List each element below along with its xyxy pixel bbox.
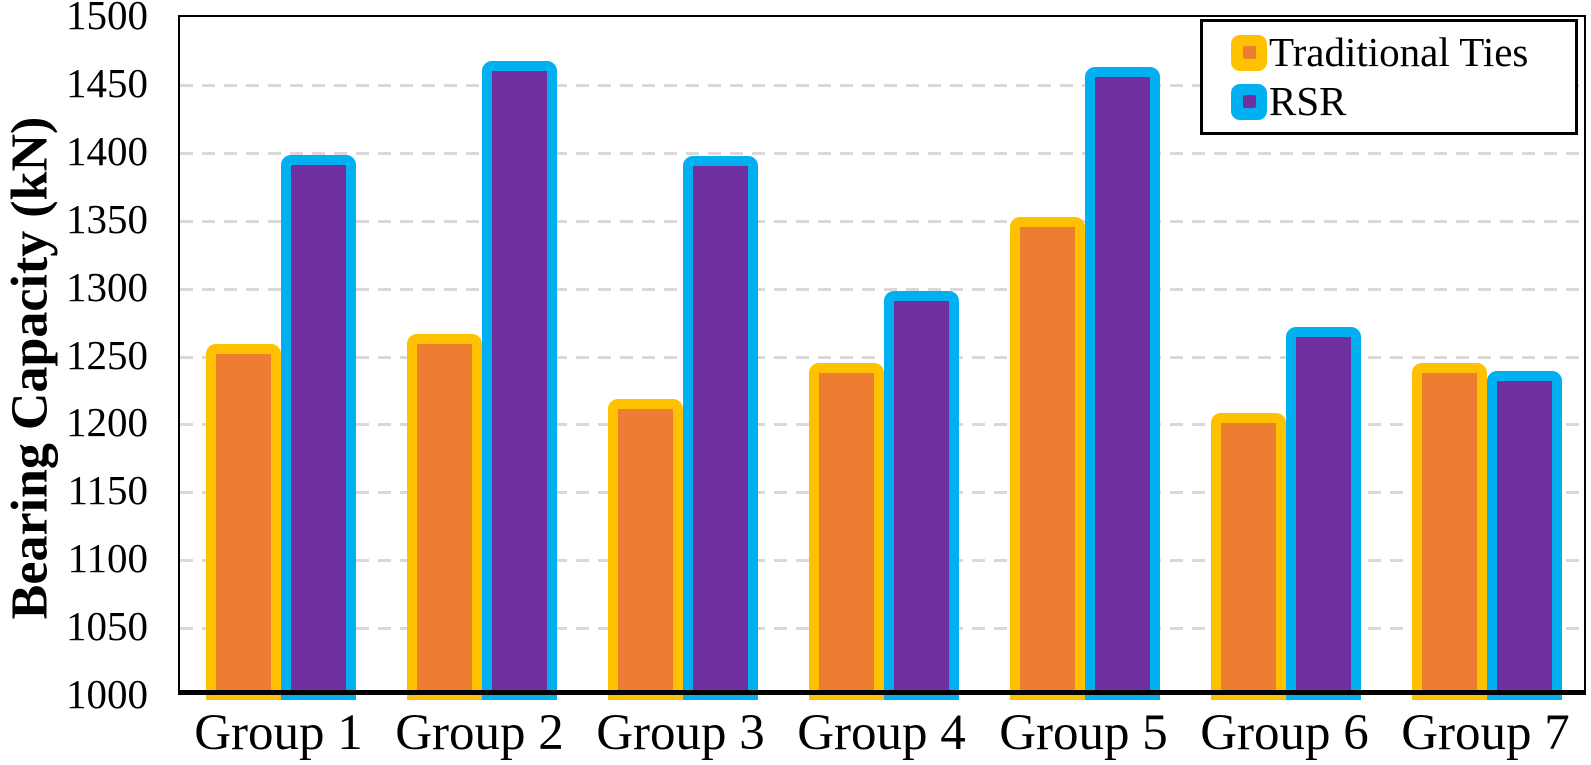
bar-traditional-ties-group-3	[608, 399, 683, 700]
bar-traditional-ties-group-4	[809, 363, 884, 700]
bar-rsr-group-4	[884, 291, 959, 700]
y-tick-label: 1300	[66, 264, 148, 310]
y-tick-label: 1400	[66, 128, 148, 174]
x-label-group-1: Group 1	[194, 705, 363, 761]
y-tick-label: 1050	[66, 603, 148, 649]
y-tick-label: 1100	[67, 535, 148, 581]
legend: Traditional Ties RSR	[1200, 19, 1578, 135]
legend-item-traditional-ties: Traditional Ties	[1231, 32, 1575, 73]
y-tick-label: 1250	[66, 332, 148, 378]
bar-rsr-group-6	[1286, 327, 1361, 700]
x-label-group-5: Group 5	[999, 705, 1168, 761]
bar-rsr-group-1	[281, 155, 356, 700]
bar-traditional-ties-group-2	[407, 334, 482, 700]
bar-traditional-ties-group-6	[1211, 413, 1286, 700]
traditional-ties-swatch-fill	[1242, 46, 1256, 59]
y-tick-label: 1450	[66, 60, 148, 106]
y-tick-label: 1350	[66, 196, 148, 242]
x-label-group-4: Group 4	[797, 705, 966, 761]
traditional-ties-swatch-icon	[1231, 34, 1267, 71]
gridline	[180, 83, 1584, 87]
bar-rsr-group-7	[1487, 371, 1562, 700]
x-axis-line	[178, 690, 1586, 695]
rsr-swatch-icon	[1231, 83, 1267, 120]
legend-label-traditional-ties: Traditional Ties	[1269, 29, 1529, 75]
y-tick-label: 1000	[66, 671, 148, 717]
gridline	[180, 287, 1584, 291]
legend-label-rsr: RSR	[1269, 78, 1347, 124]
y-tick-label: 1200	[66, 399, 148, 445]
x-label-group-7: Group 7	[1401, 705, 1570, 761]
legend-item-rsr: RSR	[1231, 81, 1575, 122]
x-label-group-6: Group 6	[1200, 705, 1369, 761]
bar-traditional-ties-group-1	[206, 344, 281, 700]
gridline	[180, 151, 1584, 155]
bar-rsr-group-2	[482, 61, 557, 700]
bar-traditional-ties-group-7	[1412, 363, 1487, 700]
bar-traditional-ties-group-5	[1010, 217, 1085, 700]
bar-rsr-group-5	[1085, 67, 1160, 700]
x-label-group-2: Group 2	[395, 705, 564, 761]
gridline	[180, 219, 1584, 223]
bar-rsr-group-3	[683, 156, 758, 700]
rsr-swatch-fill	[1242, 95, 1256, 108]
gridline	[180, 355, 1584, 359]
x-label-group-3: Group 3	[596, 705, 765, 761]
y-tick-label: 1500	[66, 0, 148, 38]
y-tick-label: 1150	[67, 467, 148, 513]
